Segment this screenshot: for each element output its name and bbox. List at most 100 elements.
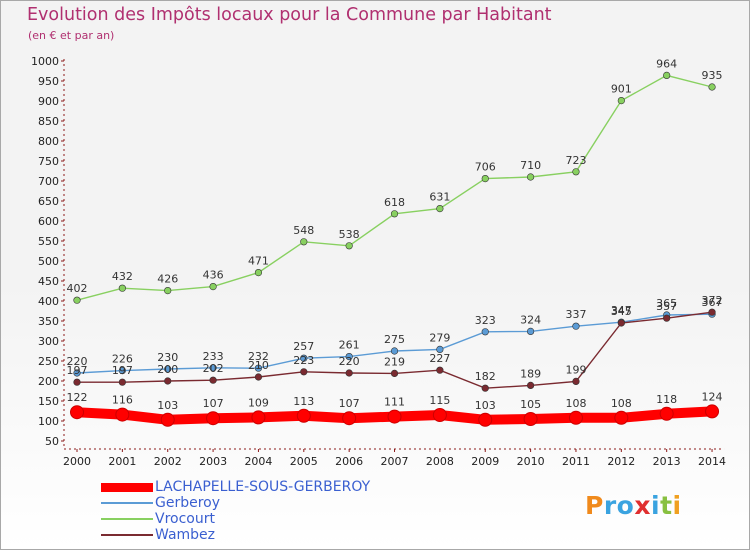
data-label: 105 (520, 398, 541, 411)
data-label: 337 (565, 308, 586, 321)
data-point (164, 365, 172, 373)
data-label: 202 (203, 362, 224, 375)
x-tick-label: 2012 (607, 455, 635, 468)
data-point (523, 412, 538, 426)
data-point (390, 369, 399, 378)
data-label: 189 (520, 367, 541, 380)
data-point (300, 354, 308, 362)
data-point (345, 242, 353, 250)
y-tick-label: 450 (38, 275, 59, 288)
data-label: 710 (520, 159, 541, 172)
x-tick-label: 2005 (290, 455, 318, 468)
y-tick-label: 400 (38, 295, 59, 308)
data-point (572, 377, 580, 386)
data-label: 471 (248, 255, 269, 268)
data-point (296, 408, 311, 423)
data-label: 233 (203, 350, 224, 363)
data-label: 538 (339, 228, 360, 241)
data-point (209, 283, 217, 291)
data-label: 432 (112, 270, 133, 283)
y-tick-label: 500 (38, 255, 59, 268)
x-tick-label: 2003 (199, 455, 227, 468)
data-point (209, 376, 217, 384)
data-point (614, 410, 629, 425)
data-label: 124 (702, 390, 723, 403)
data-label: 115 (429, 394, 450, 407)
data-point (300, 368, 308, 376)
data-point (436, 205, 444, 213)
data-label: 426 (157, 273, 178, 286)
data-point (617, 96, 625, 105)
y-tick-label: 350 (38, 315, 59, 328)
x-tick-label: 2006 (335, 455, 363, 468)
data-label: 109 (248, 396, 269, 409)
data-label: 372 (702, 294, 723, 307)
y-tick-label: 550 (38, 235, 59, 248)
x-tick-label: 2000 (63, 455, 91, 468)
data-label: 182 (475, 370, 496, 383)
data-point (617, 319, 625, 327)
data-label: 107 (203, 397, 224, 410)
x-tick-label: 2009 (471, 455, 499, 468)
data-point (705, 404, 720, 419)
data-point (251, 410, 266, 425)
data-label: 210 (248, 359, 269, 372)
data-point (526, 173, 535, 181)
data-point (118, 378, 126, 386)
proxiti-logo: Proxiti (585, 491, 682, 520)
x-tick-label: 2013 (653, 455, 681, 468)
x-tick-label: 2010 (517, 455, 545, 468)
x-tick-label: 2011 (562, 455, 590, 468)
data-point (254, 373, 263, 381)
data-point (387, 409, 402, 424)
data-label: 103 (157, 399, 178, 412)
data-point (164, 287, 172, 295)
data-point (73, 296, 81, 304)
x-tick-label: 2004 (244, 455, 272, 468)
x-tick-label: 2002 (154, 455, 182, 468)
data-label: 279 (429, 331, 450, 344)
data-point (481, 384, 489, 392)
data-point (70, 405, 84, 420)
data-point (526, 327, 535, 336)
legend-swatch (101, 518, 153, 520)
data-label: 365 (656, 297, 677, 310)
data-label: 103 (475, 399, 496, 412)
y-tick-label: 50 (45, 435, 59, 448)
data-point (115, 407, 130, 422)
data-label: 227 (429, 352, 450, 365)
data-point (345, 353, 353, 361)
data-point (436, 366, 444, 374)
data-label: 107 (339, 397, 360, 410)
data-point (659, 406, 674, 421)
data-label: 230 (157, 351, 178, 364)
y-tick-label: 150 (38, 395, 59, 408)
data-point (663, 314, 671, 322)
y-tick-label: 800 (38, 135, 59, 148)
data-point (342, 411, 357, 426)
data-point (206, 411, 221, 426)
data-label: 723 (565, 154, 586, 167)
data-label: 257 (293, 340, 314, 353)
axes: 50 100 150 200 250 300 350 400 450 500 550 600 650 70… (31, 55, 726, 468)
data-label: 200 (157, 363, 178, 376)
y-tick-label: 300 (38, 335, 59, 348)
series-vrocourt (73, 71, 716, 304)
data-label: 220 (339, 355, 360, 368)
x-tick-label: 2007 (381, 455, 409, 468)
data-label: 108 (611, 397, 632, 410)
data-label: 347 (611, 304, 632, 317)
data-point (118, 284, 126, 292)
y-tick-label: 200 (38, 375, 59, 388)
data-point (568, 410, 583, 425)
data-point (118, 367, 126, 375)
data-label: 111 (384, 396, 405, 409)
legend-swatch (101, 482, 153, 492)
data-point (254, 269, 263, 277)
data-label: 219 (384, 355, 405, 368)
y-tick-label: 900 (38, 95, 59, 108)
series-lachapelle-sous-gerberoy (70, 404, 720, 427)
data-label: 402 (67, 282, 88, 295)
data-label: 901 (611, 83, 632, 96)
